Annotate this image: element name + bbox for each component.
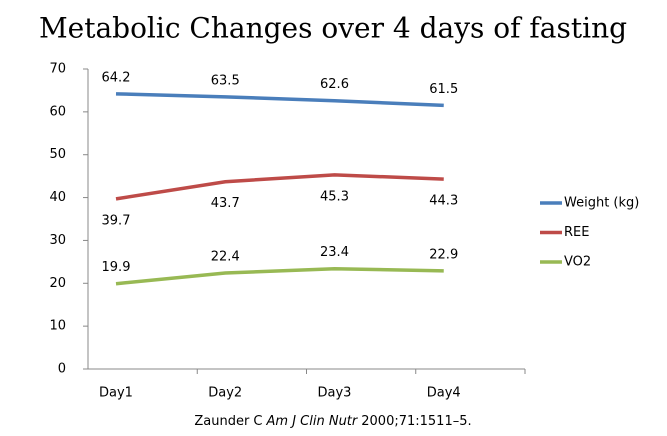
x-tick-label: Day1 — [99, 386, 133, 401]
x-tick-label: Day4 — [427, 386, 461, 401]
y-tick-label: 50 — [49, 147, 66, 162]
x-tick-label: Day3 — [318, 386, 352, 401]
data-label: 62.6 — [320, 77, 349, 92]
x-tick-label: Day2 — [208, 386, 242, 401]
data-label: 61.5 — [429, 82, 458, 97]
series-line — [115, 92, 444, 108]
series-line — [115, 266, 444, 286]
data-label: 44.3 — [429, 194, 458, 209]
data-label: 39.7 — [102, 213, 131, 228]
y-tick-label: 40 — [49, 190, 66, 205]
data-label: 22.4 — [211, 250, 240, 265]
y-tick-label: 0 — [58, 362, 66, 377]
chart-title: Metabolic Changes over 4 days of fasting — [39, 12, 627, 45]
y-tick-label: 60 — [49, 104, 66, 119]
source-journal: Am J Clin Nutr — [266, 414, 359, 429]
y-tick-label: 20 — [49, 276, 66, 291]
y-tick-label: 70 — [49, 62, 66, 77]
series-line — [115, 173, 444, 201]
y-tick-label: 10 — [49, 319, 66, 334]
y-tick-label: 30 — [49, 233, 66, 248]
legend-label: VO2 — [564, 255, 591, 270]
data-label: 45.3 — [320, 189, 349, 204]
data-label: 22.9 — [429, 247, 458, 262]
legend-label: REE — [564, 225, 589, 240]
data-label: 63.5 — [211, 73, 240, 88]
data-label: 23.4 — [320, 245, 349, 260]
source: Zaunder C Am J Clin Nutr 2000;71:1511–5. — [194, 414, 471, 429]
data-label: 64.2 — [102, 70, 131, 85]
source-author: Zaunder C — [194, 414, 262, 429]
data-label: 43.7 — [211, 196, 240, 211]
legend-label: Weight (kg) — [564, 196, 639, 211]
source-citation: 2000;71:1511–5. — [361, 414, 471, 429]
data-label: 19.9 — [102, 260, 131, 275]
